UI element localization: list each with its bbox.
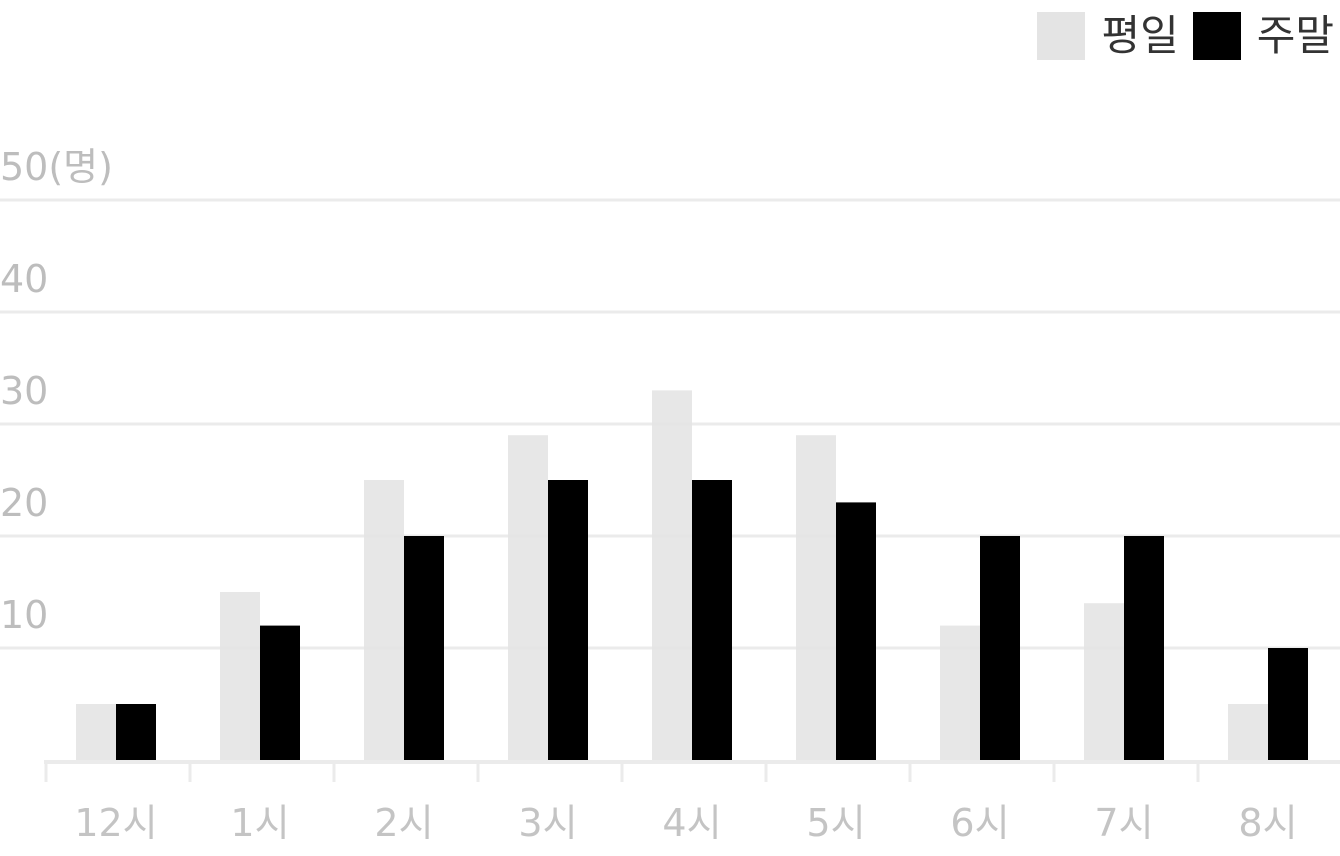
- x-axis-labels: 12시 1시 2시 3시 4시 5시 6시 7시 8시: [74, 801, 1297, 845]
- legend: 평일 주말: [1023, 12, 1334, 60]
- bar-weekend-4: [692, 480, 732, 760]
- bar-weekday-0: [76, 704, 116, 760]
- bar-weekend-2: [404, 536, 444, 760]
- legend-item-weekday: 평일: [1037, 11, 1179, 60]
- legend-item-weekend: 주말: [1192, 11, 1334, 60]
- bar-weekend-3: [548, 480, 588, 760]
- bar-weekday-2: [364, 480, 404, 760]
- x-tick-label-0: 12시: [74, 801, 157, 845]
- y-axis-labels: 10 20 30 40 50(명): [0, 145, 113, 637]
- y-tick-label-30: 30: [0, 369, 48, 413]
- bar-weekend-5: [836, 502, 876, 760]
- bar-weekday-8: [1228, 704, 1268, 760]
- bar-weekday-4: [652, 390, 692, 760]
- bar-weekend-0: [116, 704, 156, 760]
- bar-weekend-1: [260, 625, 300, 760]
- y-tick-label-10: 10: [0, 593, 48, 637]
- bar-weekend-6: [980, 536, 1020, 760]
- bar-weekend-8: [1268, 648, 1308, 760]
- bar-weekday-5: [796, 435, 836, 760]
- x-tick-label-5: 5시: [806, 801, 865, 845]
- y-tick-label-20: 20: [0, 481, 48, 525]
- legend-label-weekend: 주말: [1256, 11, 1334, 60]
- y-tick-label-40: 40: [0, 257, 48, 301]
- legend-swatch-weekend: [1192, 12, 1241, 60]
- bar-weekday-1: [220, 592, 260, 760]
- bar-weekend-7: [1124, 536, 1164, 760]
- legend-label-weekday: 평일: [1101, 11, 1179, 60]
- legend-swatch-weekday: [1037, 12, 1086, 60]
- x-tick-label-7: 7시: [1094, 801, 1153, 845]
- x-tick-label-2: 2시: [374, 801, 433, 845]
- x-tick-label-4: 4시: [662, 801, 721, 845]
- x-tick-label-3: 3시: [518, 801, 577, 845]
- x-axis: [44, 760, 1340, 782]
- bars: [76, 390, 1308, 760]
- x-tick-label-6: 6시: [950, 801, 1009, 845]
- bar-weekday-6: [940, 625, 980, 760]
- y-unit-label: 50(명): [0, 145, 113, 189]
- bar-weekday-3: [508, 435, 548, 760]
- bar-weekday-7: [1084, 603, 1124, 760]
- x-tick-label-8: 8시: [1238, 801, 1297, 845]
- x-tick-label-1: 1시: [230, 801, 289, 845]
